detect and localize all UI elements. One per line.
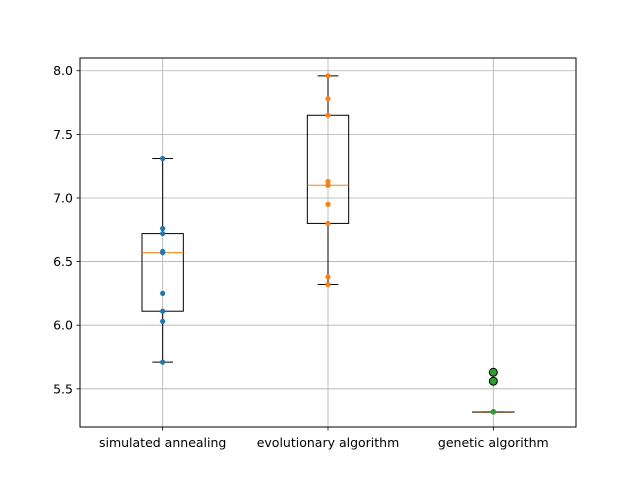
data-point [325,182,331,188]
point-layer [160,73,496,415]
data-point [160,155,166,162]
y-tick-label: 6.5 [53,254,73,269]
data-point [325,274,331,280]
data-point [160,318,166,324]
data-point [160,359,166,365]
data-point [325,73,331,79]
data-point [160,225,166,232]
data-point [325,178,331,185]
data-point [325,201,331,207]
y-tick-label: 7.5 [53,127,73,142]
data-point [490,409,496,415]
data-point [490,369,496,375]
y-tick-label: 8.0 [53,63,73,78]
data-point [325,96,331,102]
data-point [325,220,331,227]
data-point [325,281,331,288]
x-tick-label: evolutionary algorithm [257,435,400,450]
data-point [160,290,166,296]
data-point [325,112,331,118]
data-point [160,250,166,256]
data-point [160,230,166,237]
data-point [160,308,166,314]
data-point [490,378,496,384]
x-tick-label: simulated annealing [99,435,226,450]
tick-layer: 5.5 6.0 6.5 7.0 7.5 8.0 simulated annealing evo… [53,63,549,450]
y-tick-label: 6.0 [53,318,73,333]
y-tick-label: 7.0 [53,190,73,205]
y-tick-label: 5.5 [53,381,73,396]
x-tick-label: genetic algorithm [438,435,549,450]
